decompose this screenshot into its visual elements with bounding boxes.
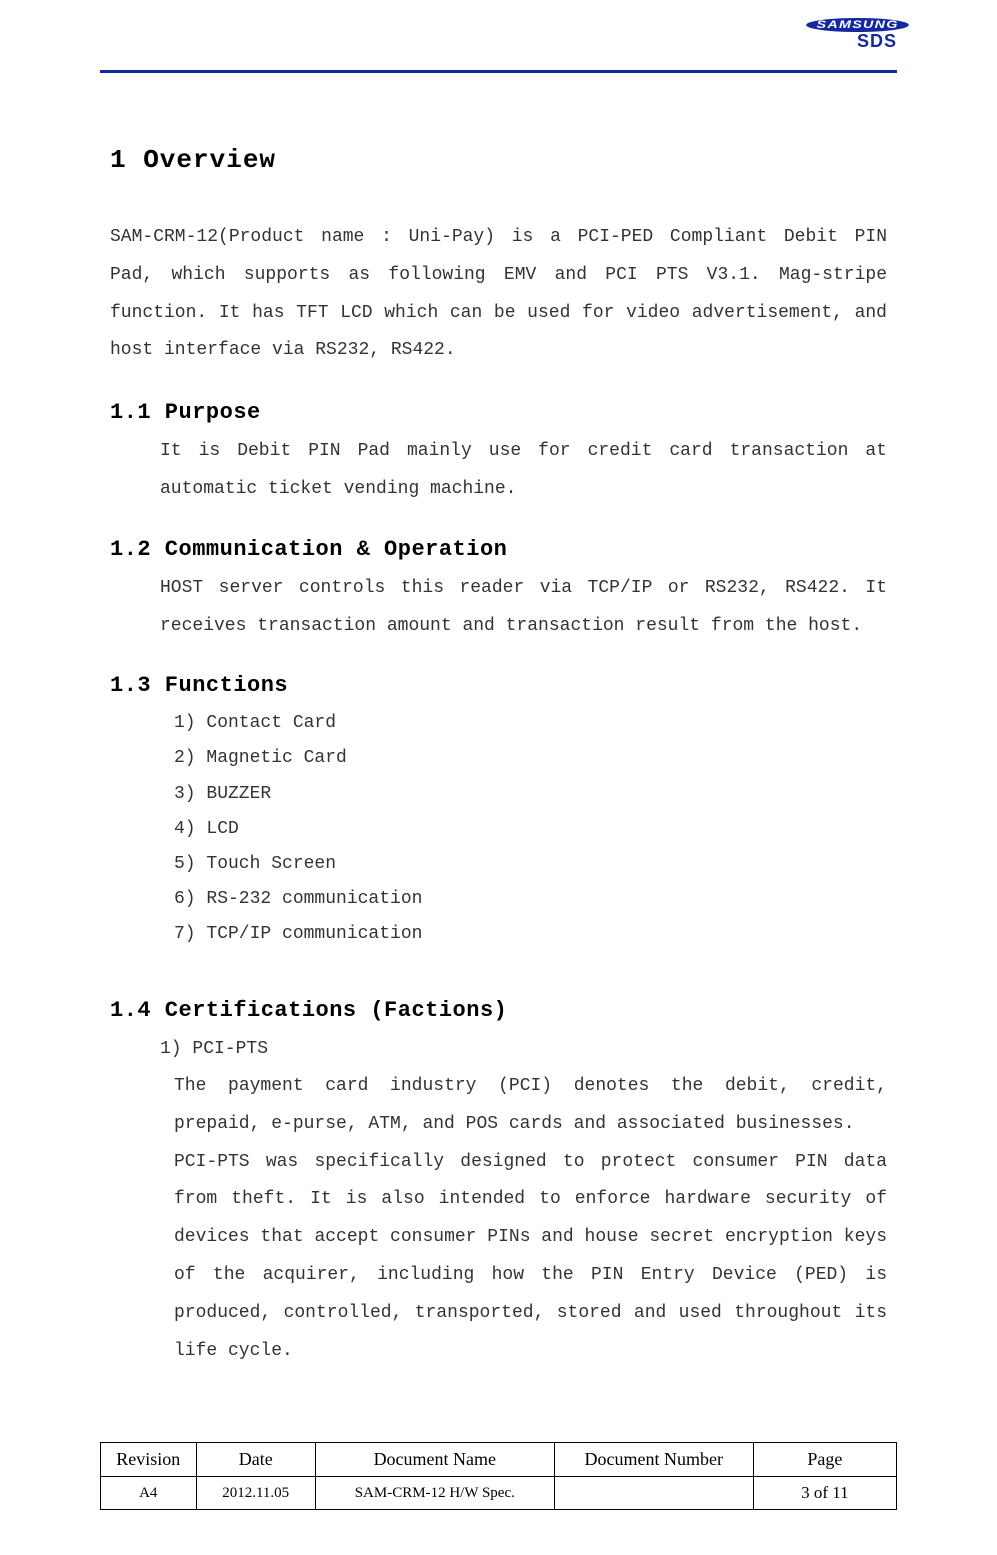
section-1-title: 1 Overview	[110, 145, 887, 175]
list-item: 3) BUZZER	[174, 777, 887, 812]
certifications-list: 1) PCI-PTS The payment card industry (PC…	[160, 1031, 887, 1370]
footer-header-page: Page	[753, 1443, 896, 1477]
list-item: 5) Touch Screen	[174, 847, 887, 882]
section-1-3-title: 1.3 Functions	[110, 673, 887, 698]
header-divider	[100, 70, 897, 73]
footer-cell-page: 3 of 11	[753, 1477, 896, 1510]
section-1-body: SAM-CRM-12(Product name : Uni-Pay) is a …	[110, 219, 887, 370]
footer-header-revision: Revision	[101, 1443, 197, 1477]
logo-sub-text: SDS	[797, 31, 897, 52]
footer-header-date: Date	[196, 1443, 315, 1477]
section-1-1-title: 1.1 Purpose	[110, 400, 887, 425]
footer-cell-docnumber	[554, 1477, 753, 1510]
footer-table: Revision Date Document Name Document Num…	[100, 1442, 897, 1510]
list-item: 7) TCP/IP communication	[174, 917, 887, 952]
list-item: 2) Magnetic Card	[174, 741, 887, 776]
section-1-4-title: 1.4 Certifications (Factions)	[110, 998, 887, 1023]
footer-header-docnumber: Document Number	[554, 1443, 753, 1477]
cert-item-title: 1) PCI-PTS	[160, 1031, 887, 1068]
footer-cell-docname: SAM-CRM-12 H/W Spec.	[315, 1477, 554, 1510]
logo-brand-text: SAMSUNG	[806, 18, 909, 32]
footer-cell-date: 2012.11.05	[196, 1477, 315, 1510]
list-item: 1) Contact Card	[174, 706, 887, 741]
header-area: SAMSUNG SDS	[0, 0, 997, 90]
footer-header-docname: Document Name	[315, 1443, 554, 1477]
section-1-2-title: 1.2 Communication & Operation	[110, 537, 887, 562]
table-row: A4 2012.11.05 SAM-CRM-12 H/W Spec. 3 of …	[101, 1477, 897, 1510]
document-body: 1 Overview SAM-CRM-12(Product name : Uni…	[110, 145, 887, 1398]
section-1-2-body: HOST server controls this reader via TCP…	[160, 570, 887, 646]
footer-cell-revision: A4	[101, 1477, 197, 1510]
cert-item-body-2: PCI-PTS was specifically designed to pro…	[160, 1144, 887, 1371]
functions-list: 1) Contact Card 2) Magnetic Card 3) BUZZ…	[174, 706, 887, 952]
table-header-row: Revision Date Document Name Document Num…	[101, 1443, 897, 1477]
list-item: 4) LCD	[174, 812, 887, 847]
section-1-1-body: It is Debit PIN Pad mainly use for credi…	[160, 433, 887, 509]
samsung-sds-logo: SAMSUNG SDS	[797, 15, 897, 60]
list-item: 6) RS-232 communication	[174, 882, 887, 917]
cert-item-body-1: The payment card industry (PCI) denotes …	[160, 1068, 887, 1144]
